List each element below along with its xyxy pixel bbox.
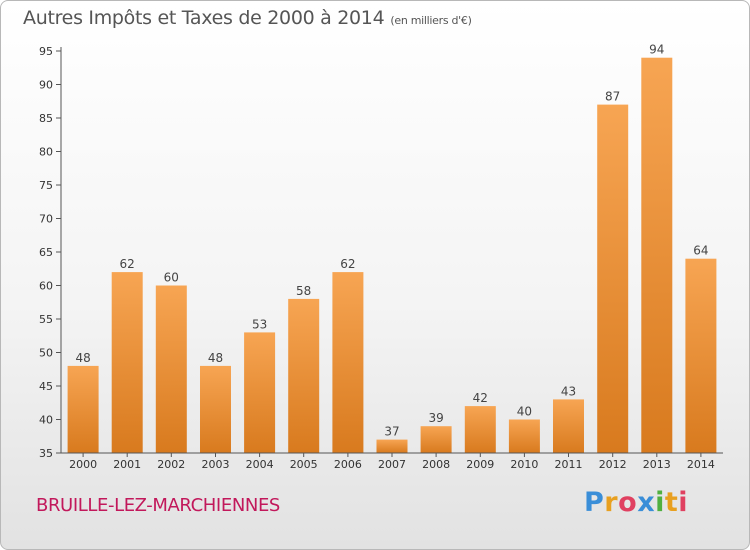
axis-layer: 2000 2001 2002 2003 2004 2005 2006 2007 2008 2009… [39, 45, 723, 471]
chart-unit-subtitle: (en milliers d'€) [390, 14, 472, 27]
bar-2012 [597, 104, 629, 453]
bar-value-label: 39 [428, 411, 443, 425]
x-tick-label: 2008 [422, 458, 450, 471]
x-tick-label: 2010 [510, 458, 538, 471]
brand-letter: P [584, 487, 605, 518]
x-tick-label: 2002 [157, 458, 185, 471]
y-tick-label: 65 [39, 246, 53, 259]
x-tick-label: 2004 [246, 458, 274, 471]
brand-letter: t [664, 487, 679, 518]
bar-2007 [376, 439, 408, 453]
x-tick-label: 2001 [113, 458, 141, 471]
bar-value-label: 64 [693, 244, 708, 258]
bar-value-label: 62 [340, 257, 355, 271]
bar-value-label: 62 [120, 257, 135, 271]
bar-2003 [200, 365, 231, 453]
bars-layer: 48 62 60 48 53 58 62 37 39 42 40 43 87 94 64 [67, 43, 717, 453]
x-tick-label: 2003 [202, 458, 230, 471]
bar-value-label: 87 [605, 90, 620, 104]
x-tick-label: 2013 [643, 458, 671, 471]
bar-2009 [464, 406, 496, 453]
x-tick-label: 2014 [687, 458, 715, 471]
y-tick-label: 60 [39, 280, 53, 293]
y-tick-label: 55 [39, 313, 53, 326]
bar-value-label: 48 [208, 351, 223, 365]
bar-2014 [685, 258, 717, 453]
bar-2000 [67, 365, 99, 453]
brand-letter: o [618, 487, 638, 518]
brand-letter: i [678, 487, 689, 518]
brand-letter: x [637, 487, 656, 518]
bar-2011 [553, 399, 584, 453]
bar-2013 [641, 57, 673, 453]
x-tick-label: 2009 [466, 458, 494, 471]
bar-value-label: 94 [649, 43, 664, 57]
y-tick-label: 75 [39, 179, 53, 192]
x-tick-label: 2000 [69, 458, 97, 471]
x-tick-label: 2007 [378, 458, 406, 471]
bar-2008 [420, 426, 452, 453]
bar-value-label: 60 [164, 271, 179, 285]
bar-2001 [111, 272, 143, 453]
x-tick-label: 2011 [555, 458, 583, 471]
y-tick-label: 85 [39, 112, 53, 125]
location-name: BRUILLE-LEZ-MARCHIENNES [36, 495, 280, 516]
y-tick-label: 45 [39, 380, 53, 393]
bar-value-label: 48 [75, 351, 90, 365]
y-tick-label: 70 [39, 213, 53, 226]
y-tick-label: 35 [39, 447, 53, 460]
bar-2006 [332, 272, 364, 453]
y-tick-label: 95 [39, 45, 53, 58]
bar-value-label: 43 [561, 384, 576, 398]
x-tick-label: 2006 [334, 458, 362, 471]
brand-letter: r [604, 487, 619, 518]
x-tick-label: 2012 [599, 458, 627, 471]
y-tick-label: 40 [39, 414, 53, 427]
bar-2010 [508, 419, 540, 453]
bar-2002 [155, 285, 187, 453]
brand-letter: i [655, 487, 665, 518]
x-tick-label: 2005 [290, 458, 318, 471]
bar-2004 [244, 332, 276, 453]
bar-value-label: 37 [384, 425, 399, 439]
y-tick-label: 80 [39, 146, 53, 159]
bar-value-label: 40 [517, 405, 532, 419]
chart-title-text: Autres Impôts et Taxes de 2000 à 2014 [23, 7, 385, 29]
bar-value-label: 53 [252, 317, 267, 331]
bar-value-label: 58 [296, 284, 311, 298]
brand-logo: Proxiti [584, 487, 688, 518]
y-tick-label: 50 [39, 347, 53, 360]
bar-2005 [288, 298, 320, 453]
bar-value-label: 42 [473, 391, 488, 405]
y-tick-label: 90 [39, 79, 53, 92]
chart-title: Autres Impôts et Taxes de 2000 à 2014 (en… [23, 7, 472, 29]
